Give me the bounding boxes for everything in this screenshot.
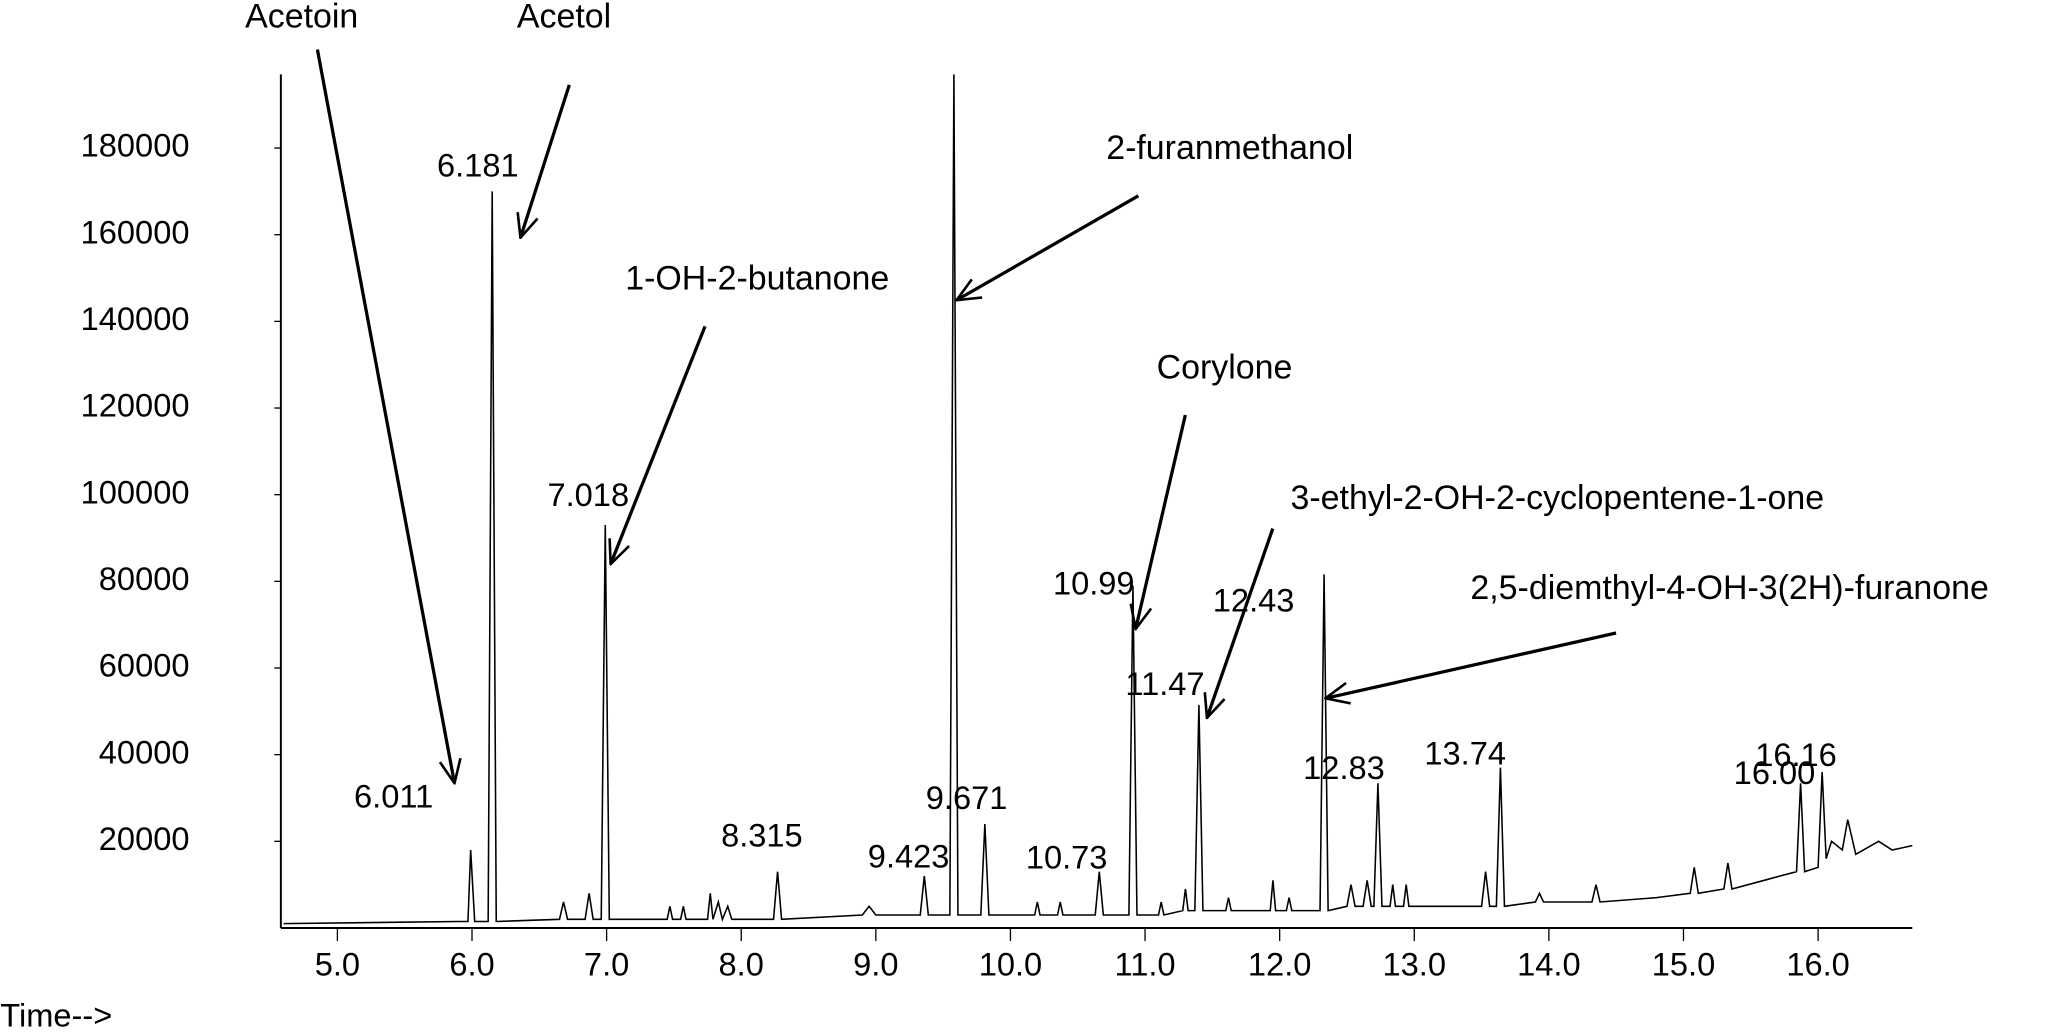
x-tick-label: 13.0 [1383, 946, 1446, 983]
annotation-arrow [611, 326, 705, 564]
x-tick-label: 5.0 [315, 946, 360, 983]
x-tick-label: 11.0 [1115, 946, 1176, 983]
x-tick-label: 14.0 [1517, 946, 1580, 983]
annotation-arrow [1325, 633, 1616, 698]
annotation-arrow [1207, 529, 1273, 718]
peak-label: 6.181 [437, 146, 519, 183]
compound-label: 3-ethyl-2-OH-2-cyclopentene-1-one [1291, 479, 1825, 517]
peak-label: 9.423 [868, 838, 950, 875]
peak-label: 11.47 [1125, 665, 1204, 702]
x-tick-label: 7.0 [584, 946, 629, 983]
y-tick-label: 120000 [81, 387, 190, 424]
compound-label: 2,5-diemthyl-4-OH-3(2H)-furanone [1470, 569, 1988, 607]
y-tick-label: 20000 [99, 820, 190, 857]
y-tick-label: 40000 [99, 733, 190, 770]
compound-label: Corylone [1157, 348, 1293, 386]
compound-label: 1-OH-2-butanone [625, 260, 889, 298]
compound-label: Acetoin [245, 0, 358, 35]
x-tick-label: 6.0 [449, 946, 494, 983]
peak-label: 12.83 [1303, 749, 1385, 786]
peak-label: 8.315 [721, 816, 803, 853]
y-tick-label: 140000 [81, 300, 190, 337]
y-tick-label: 160000 [81, 213, 190, 250]
peak-label: 10.99 [1053, 564, 1135, 601]
x-tick-label: 12.0 [1248, 946, 1311, 983]
x-tick-label: 15.0 [1652, 946, 1715, 983]
peak-label: 16.16 [1755, 736, 1837, 773]
annotation-arrow [317, 50, 454, 784]
y-tick-label: 100000 [81, 473, 190, 510]
annotation-arrow [957, 196, 1139, 300]
peak-label: 9.671 [926, 779, 1008, 816]
x-tick-label: 9.0 [853, 946, 898, 983]
annotation-arrow [1136, 415, 1186, 629]
y-tick-label: 60000 [99, 647, 190, 684]
y-tick-label: 80000 [99, 560, 190, 597]
peak-label: 13.74 [1424, 735, 1506, 772]
y-tick-label: 180000 [81, 127, 190, 164]
compound-label: Acetol [517, 0, 611, 35]
x-tick-label: 10.0 [979, 946, 1042, 983]
x-tick-label: 16.0 [1786, 946, 1849, 983]
compound-label: 2-furanmethanol [1106, 129, 1353, 167]
annotation-arrow [520, 85, 569, 238]
peak-label: 6.011 [354, 778, 433, 815]
x-tick-label: 8.0 [719, 946, 764, 983]
peak-label: 10.73 [1026, 839, 1108, 876]
peak-label: 7.018 [547, 476, 629, 513]
x-axis-label: Time--> [0, 997, 112, 1034]
